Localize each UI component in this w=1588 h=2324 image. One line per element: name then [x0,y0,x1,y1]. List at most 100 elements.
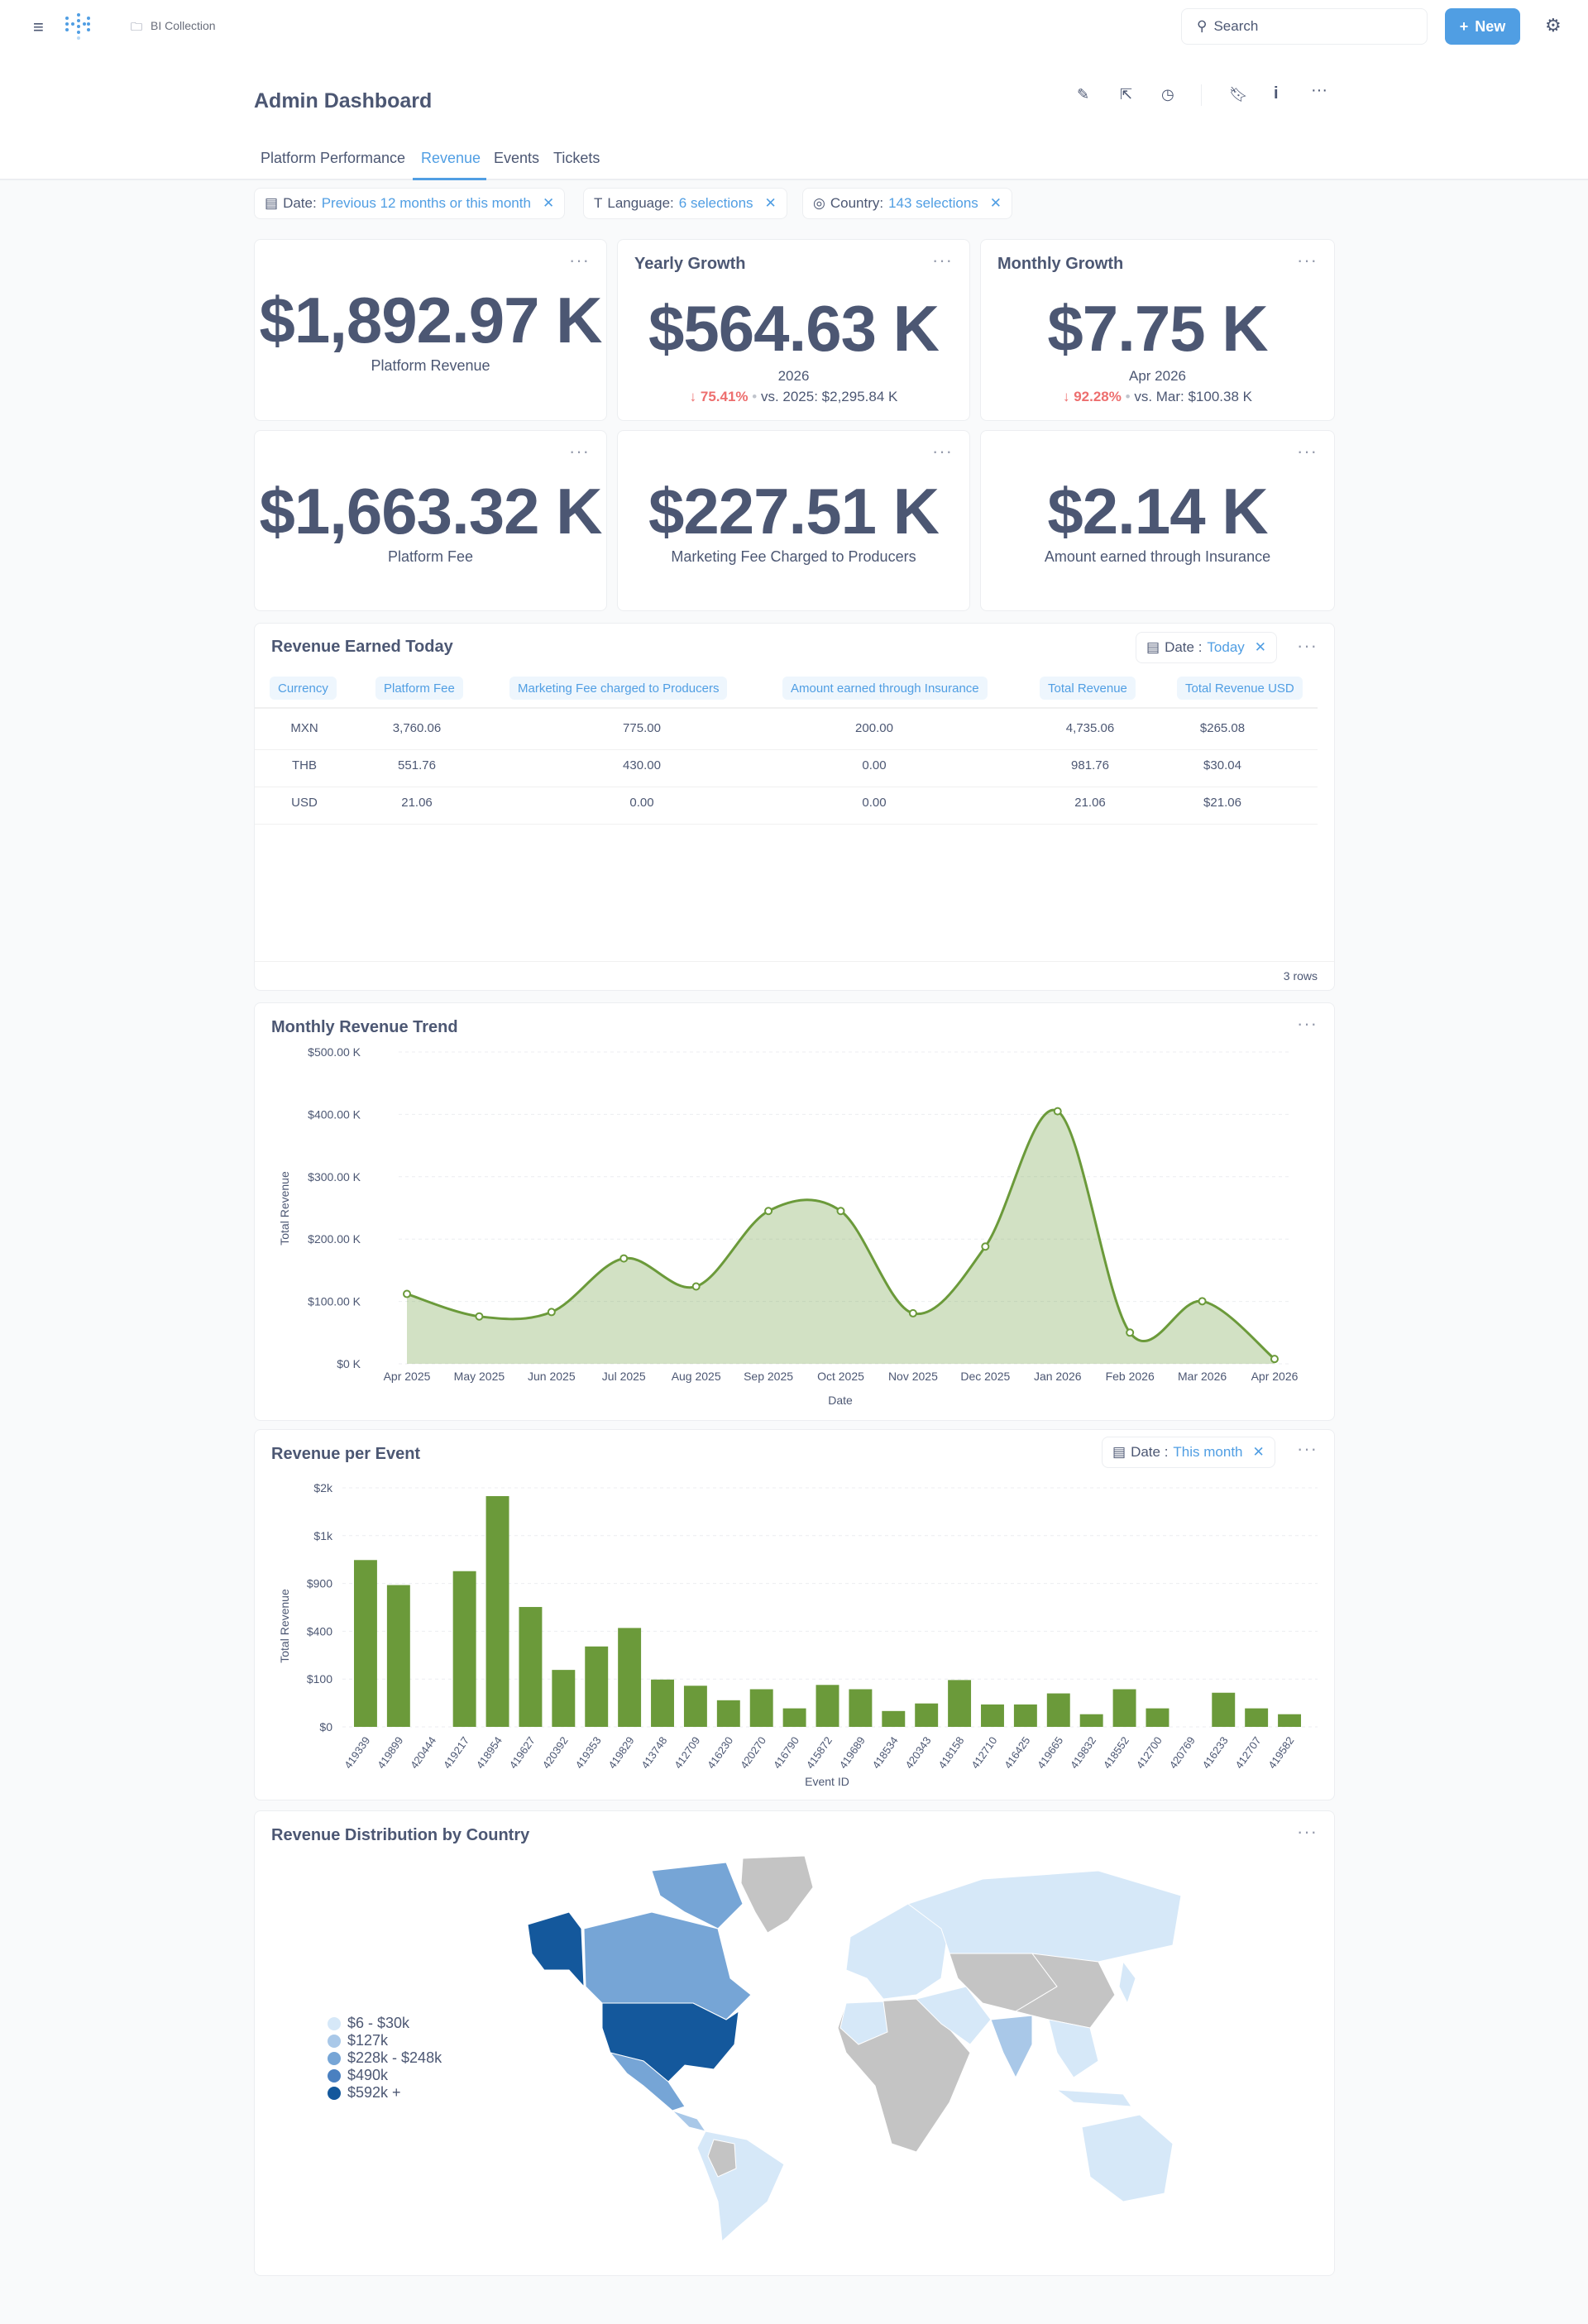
close-icon[interactable]: ✕ [542,195,555,211]
column-header[interactable]: Marketing Fee charged to Producers [509,677,728,700]
info-icon[interactable]: i [1274,84,1279,103]
x-tick-label: 420270 [738,1734,768,1771]
more-icon[interactable]: ··· [1311,81,1327,99]
hamburger-menu-icon[interactable]: ≡ [33,17,44,37]
kpi-comparison: ↓ 92.28% • vs. Mar: $100.38 K [1062,389,1252,404]
table-cell: 3,760.06 [392,721,442,735]
line-chart: $0 K $100.00 K $200.00 K $300.00 K $400.00 K… [278,1045,1299,1407]
column-header[interactable]: Amount earned through Insurance [782,677,988,700]
more-icon[interactable]: ··· [1297,1438,1318,1459]
legend-label: $127k [347,2032,389,2049]
table-cell: 0.00 [862,796,887,810]
australia [1081,2114,1174,2202]
column-header[interactable]: Total Revenue USD [1177,677,1303,700]
kpi-value: $1,892.97 K [259,284,602,356]
more-icon[interactable]: ··· [1297,1821,1318,1842]
bar [618,1628,642,1727]
divider [1201,84,1202,106]
more-icon[interactable]: ··· [1297,1013,1318,1034]
revenue-earned-today-card: Revenue Earned Today ▤ Date : Today ✕ ··· C… [254,623,1335,991]
world-map[interactable] [519,1854,1214,2243]
tab-events[interactable]: Events [494,150,540,166]
logo-icon[interactable] [63,12,91,41]
india [990,2015,1033,2079]
data-point [1053,1107,1062,1116]
history-icon[interactable]: ◷ [1161,86,1174,103]
data-point [619,1254,629,1263]
close-icon[interactable]: ✕ [1254,639,1267,655]
x-tick-label: 419339 [342,1734,372,1771]
bar [1046,1693,1070,1727]
country-filter[interactable]: ◎ Country: 143 selections ✕ [802,188,1013,219]
column-header[interactable]: Currency [270,677,337,700]
search-input[interactable]: ⚲ Search [1181,8,1428,45]
close-icon[interactable]: ✕ [764,195,777,211]
bar [816,1685,839,1727]
y-tick-label: $100 [307,1672,332,1686]
x-tick-label: 416790 [771,1734,801,1771]
filter-value: 6 selections [678,195,753,211]
breadcrumb-collection[interactable]: BI Collection [151,19,216,32]
more-icon[interactable]: ··· [569,441,590,461]
insurance-card: ··· $2.14 K Amount earned through Insura… [980,430,1335,611]
table-cell: MXN [290,721,318,735]
more-icon[interactable]: ··· [569,250,590,270]
kpi-value: $564.63 K [648,292,940,365]
close-icon[interactable]: ✕ [989,195,1002,211]
data-point [1270,1355,1279,1364]
tab-tickets[interactable]: Tickets [553,150,600,166]
language-filter[interactable]: T Language: 6 selections ✕ [583,188,787,219]
share-icon[interactable]: ⇱ [1120,86,1133,103]
table-cell: 21.06 [401,796,433,810]
column-header[interactable]: Total Revenue [1040,677,1136,700]
new-label: New [1475,17,1506,35]
legend-item: $127k [328,2032,442,2049]
date-filter[interactable]: ▤ Date: Previous 12 months or this month ✕ [254,188,566,219]
date-filter[interactable]: ▤ Date : Today ✕ [1136,632,1278,663]
row-count: 3 rows [1283,969,1318,983]
y-tick-label: $900 [307,1577,332,1590]
more-icon[interactable]: ··· [1297,441,1318,461]
more-icon[interactable]: ··· [932,250,953,270]
legend-label: $228k - $248k [347,2049,442,2066]
active-tab-indicator [413,178,486,180]
kpi-period: Apr 2026 [1129,368,1186,384]
close-icon[interactable]: ✕ [1252,1444,1265,1460]
x-tick-label: 412707 [1232,1734,1263,1771]
table-cell: $265.08 [1199,721,1246,735]
column-header[interactable]: Platform Fee [375,677,463,700]
filter-label: Date : [1131,1444,1169,1460]
edit-icon[interactable]: ✎ [1077,86,1090,103]
date-filter[interactable]: ▤ Date : This month ✕ [1102,1437,1275,1468]
x-tick-label: 420769 [1167,1734,1198,1771]
more-icon[interactable]: ··· [1297,250,1318,270]
more-icon[interactable]: ··· [932,441,953,461]
x-tick-label: 416233 [1200,1734,1231,1771]
bar [1079,1714,1103,1727]
mexico [609,2052,686,2111]
y-tick-label: $400 [307,1624,332,1638]
bookmark-icon[interactable]: 🔖︎ [1229,86,1248,103]
south-america [696,2130,785,2243]
legend-item: $592k + [328,2084,442,2102]
table-cell: $21.06 [1203,796,1241,810]
card-title: Monthly Growth [997,255,1124,273]
more-icon[interactable]: ··· [1297,635,1318,656]
x-axis-label: Date [828,1394,853,1407]
x-tick-label: 420392 [540,1734,571,1771]
x-tick-label: 416425 [1002,1734,1032,1771]
legend-swatch [328,2086,341,2100]
new-button[interactable]: + New [1445,8,1520,45]
dashboard-header: Admin Dashboard ✎ ⇱ ◷ 🔖︎ i ··· Platform … [0,53,1588,180]
x-tick-label: 412700 [1134,1734,1165,1771]
tab-platform-performance[interactable]: Platform Performance [261,150,406,166]
canada [583,1911,752,2020]
bar [683,1686,707,1727]
filter-value: Previous 12 months or this month [321,195,531,211]
search-placeholder: Search [1213,18,1259,34]
alaska [527,1911,585,1988]
card-title: Revenue Distribution by Country [271,1826,530,1844]
tab-revenue[interactable]: Revenue [421,150,481,166]
table-cell: THB [292,758,317,772]
gear-icon[interactable]: ⚙ [1545,15,1562,36]
